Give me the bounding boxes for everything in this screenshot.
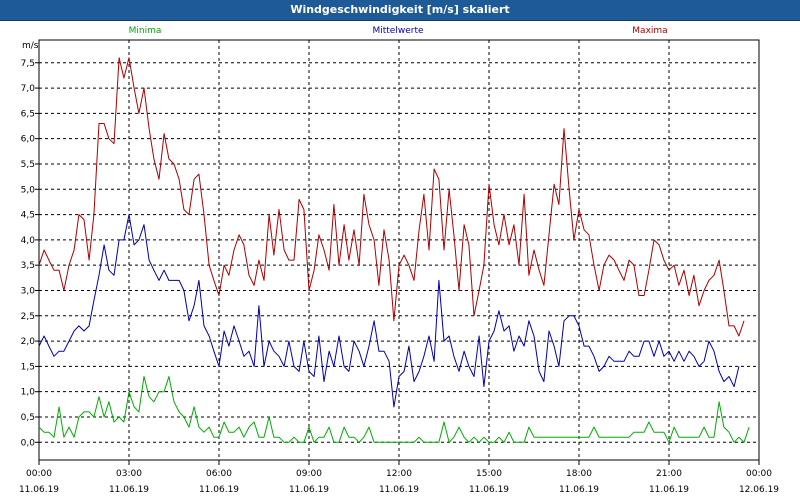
x-tick-time-label: 03:00 <box>116 469 142 479</box>
legend-entry-minima: Minima <box>129 26 162 36</box>
x-tick-time-label: 09:00 <box>296 469 322 479</box>
x-tick-time-label: 00:00 <box>746 469 772 479</box>
x-tick-date-label: 11.06.19 <box>199 485 239 495</box>
x-tick-date-label: 11.06.19 <box>109 485 149 495</box>
y-tick-label: 2,5 <box>21 312 35 322</box>
x-tick-date-label: 11.06.19 <box>469 485 509 495</box>
x-axis: 00:00 11.06.19 03:00 11.06.19 06:00 11.06.19 0… <box>19 460 779 495</box>
y-tick-label: 6,5 <box>21 109 35 119</box>
y-tick-label: 2,0 <box>21 337 36 347</box>
y-tick-label: 7,5 <box>21 59 35 69</box>
y-axis: 0,0 0,5 1,0 1,5 2,0 2,5 3,0 3,5 4,0 4,5 5,0 5,5 6,0 6… <box>21 59 39 448</box>
x-tick-time-label: 12:00 <box>386 469 412 479</box>
x-tick-date-label: 11.06.19 <box>649 485 689 495</box>
y-tick-label: 5,5 <box>21 160 35 170</box>
y-tick-label: 5,0 <box>21 185 36 195</box>
x-tick-date-label: 12.06.19 <box>739 485 779 495</box>
y-tick-label: 1,0 <box>21 388 36 398</box>
wind-speed-chart: m/s 0,0 0,5 1,0 1,5 2,0 2,5 3,0 3,5 4,0 4,5 5,0 5,5… <box>19 26 779 495</box>
y-tick-label: 3,5 <box>21 261 35 271</box>
y-tick-label: 1,5 <box>21 362 35 372</box>
y-axis-unit-label: m/s <box>22 41 39 51</box>
legend-entry-maxima: Maxima <box>632 26 667 36</box>
legend: Maxima Mittelwerte Minima <box>129 26 668 36</box>
y-tick-label: 4,5 <box>21 211 35 221</box>
series-line-maxima <box>38 57 745 337</box>
y-tick-label: 6,0 <box>21 135 36 145</box>
y-tick-label: 0,0 <box>21 438 36 448</box>
series-line-mittelwerte <box>38 214 740 408</box>
y-tick-label: 3,0 <box>21 286 36 296</box>
x-tick-time-label: 15:00 <box>476 469 502 479</box>
series-lines <box>38 57 750 443</box>
x-tick-date-label: 11.06.19 <box>379 485 419 495</box>
grid-lines <box>39 40 759 460</box>
legend-entry-mittelwerte: Mittelwerte <box>372 26 423 36</box>
x-tick-time-label: 00:00 <box>26 469 52 479</box>
x-tick-time-label: 21:00 <box>656 469 682 479</box>
chart-title: Windgeschwindigkeit [m/s] skaliert <box>0 0 800 21</box>
x-tick-time-label: 06:00 <box>206 469 232 479</box>
x-tick-date-label: 11.06.19 <box>19 485 59 495</box>
series-line-minima <box>38 376 750 443</box>
x-tick-date-label: 11.06.19 <box>559 485 599 495</box>
x-tick-time-label: 18:00 <box>566 469 592 479</box>
x-tick-date-label: 11.06.19 <box>289 485 329 495</box>
y-tick-label: 7,0 <box>21 84 36 94</box>
y-tick-label: 4,0 <box>21 236 36 246</box>
y-tick-label: 0,5 <box>21 413 35 423</box>
